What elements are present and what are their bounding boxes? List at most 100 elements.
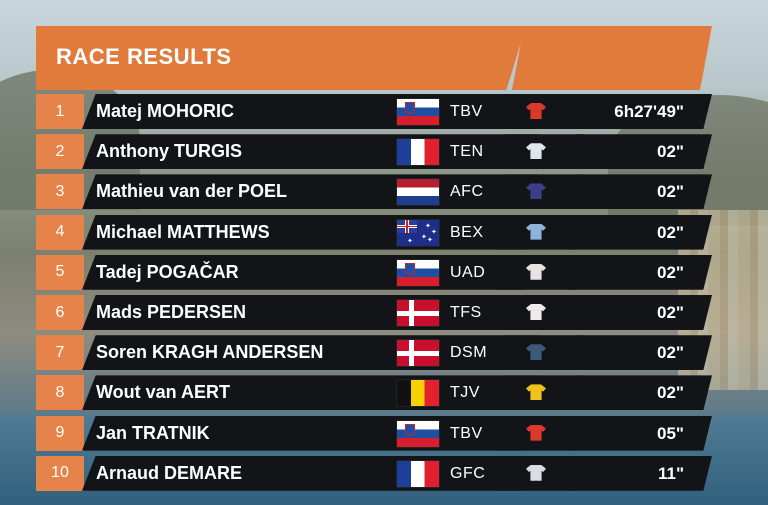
team-code: UAD	[450, 263, 486, 281]
time-cell: 02"	[568, 335, 712, 371]
rider-name: Mads PEDERSEN	[96, 302, 247, 322]
results-header-banner	[36, 26, 526, 90]
team-code: GFC	[450, 464, 486, 482]
time-cell: 11"	[568, 455, 712, 491]
rider-name: Arnaud DEMARE	[96, 462, 243, 483]
finish-time: 05"	[657, 423, 684, 443]
rank-cell: 9	[36, 415, 84, 451]
table-row: 3 Mathieu van der POEL AFC 02"	[36, 174, 712, 210]
jersey-cell	[496, 295, 584, 330]
table-row: 10 Arnaud DEMARE GFC 11"	[36, 455, 712, 491]
country-flag-icon	[396, 339, 440, 368]
name-cell	[82, 455, 538, 491]
country-flag-icon	[396, 379, 440, 408]
time-cell: 6h27'49"	[568, 94, 712, 129]
name-cell	[82, 295, 538, 330]
team-jersey-icon	[526, 304, 546, 320]
table-row: 2 Anthony TURGIS TEN 02"	[36, 134, 712, 170]
rank-cell: 6	[36, 295, 84, 330]
team-jersey-icon	[526, 103, 546, 119]
name-cell	[82, 375, 538, 411]
name-cell	[82, 214, 538, 250]
rider-name: Jan TRATNIK	[96, 422, 210, 443]
time-cell: 02"	[568, 174, 712, 210]
finish-time: 02"	[657, 343, 684, 363]
jersey-cell	[496, 214, 584, 250]
time-cell: 02"	[568, 134, 712, 170]
rider-name: Anthony TURGIS	[96, 141, 242, 162]
country-flag-icon	[396, 98, 440, 126]
country-flag-icon	[396, 299, 440, 327]
table-row: 5 Tadej POGAČAR UAD 02"	[36, 254, 712, 290]
team-jersey-icon	[526, 143, 546, 160]
team-jersey-icon	[526, 464, 546, 481]
team-jersey-icon	[526, 263, 546, 280]
team-code: TJV	[450, 384, 480, 402]
finish-time: 02"	[657, 262, 684, 282]
country-flag-icon	[396, 459, 440, 488]
jersey-cell	[496, 134, 584, 170]
table-row: 7 Soren KRAGH ANDERSEN DSM 02"	[36, 335, 712, 371]
rider-name: Mathieu van der POEL	[96, 181, 288, 202]
finish-time: 02"	[657, 142, 684, 162]
team-jersey-icon	[526, 384, 546, 401]
finish-time: 11"	[657, 463, 684, 483]
finish-time: 02"	[657, 383, 684, 403]
finish-time: 02"	[657, 222, 684, 242]
team-code: BEX	[450, 223, 484, 241]
rank-cell: 10	[36, 455, 84, 491]
name-cell	[82, 94, 538, 129]
jersey-cell	[496, 335, 584, 371]
name-cell	[82, 335, 538, 371]
team-code: TFS	[450, 304, 482, 321]
time-cell: 05"	[568, 415, 712, 451]
name-cell	[82, 415, 538, 451]
page-title: RACE RESULTS	[56, 44, 232, 69]
time-cell: 02"	[568, 254, 712, 290]
rank-cell: 2	[36, 134, 84, 170]
rank-cell: 5	[36, 254, 84, 290]
name-cell	[82, 254, 538, 290]
jersey-cell	[496, 254, 584, 290]
table-row: 8 Wout van AERT TJV 02"	[36, 375, 712, 411]
finish-time: 02"	[657, 303, 684, 322]
country-flag-icon	[396, 258, 440, 287]
country-flag-icon	[396, 178, 440, 207]
jersey-cell	[496, 455, 584, 491]
results-header-time-banner	[512, 26, 712, 90]
team-code: TBV	[450, 424, 483, 442]
team-jersey-icon	[526, 344, 546, 361]
jersey-cell	[496, 94, 584, 129]
country-flag-icon	[396, 419, 440, 448]
table-row: 9 Jan TRATNIK TBV 05"	[36, 415, 712, 451]
name-cell	[82, 174, 538, 210]
finish-time: 6h27'49"	[614, 102, 684, 121]
finish-time: 02"	[657, 182, 684, 202]
team-code: TEN	[450, 143, 484, 161]
name-cell	[82, 134, 538, 170]
rider-name: Michael MATTHEWS	[96, 221, 270, 242]
rider-name: Soren KRAGH ANDERSEN	[96, 342, 324, 363]
rider-name: Wout van AERT	[96, 382, 230, 403]
jersey-cell	[496, 415, 584, 451]
table-row: 1 Matej MOHORIC TBV 6h27'49"	[36, 94, 712, 129]
time-cell: 02"	[568, 295, 712, 330]
time-cell: 02"	[568, 214, 712, 250]
team-code: AFC	[450, 183, 484, 201]
jersey-cell	[496, 174, 584, 210]
country-flag-icon: ✦ ✦ ✦ ✦ ✦	[396, 218, 440, 247]
table-row: 6 Mads PEDERSEN TFS 02"	[36, 295, 712, 330]
rank-cell: 7	[36, 335, 84, 371]
rank-cell: 1	[36, 94, 84, 129]
rider-name: Matej MOHORIC	[96, 101, 235, 121]
team-code: DSM	[450, 344, 488, 362]
rank-cell: 4	[36, 214, 84, 250]
country-flag-icon	[396, 138, 440, 167]
table-row: 4 Michael MATTHEWS ✦ ✦ ✦ ✦ ✦ BEX 02"	[36, 214, 712, 250]
jersey-cell	[496, 375, 584, 411]
rank-cell: 3	[36, 174, 84, 210]
team-jersey-icon	[526, 424, 546, 441]
rider-name: Tadej POGAČAR	[96, 261, 239, 282]
time-cell: 02"	[568, 375, 712, 411]
team-jersey-icon	[526, 183, 546, 200]
